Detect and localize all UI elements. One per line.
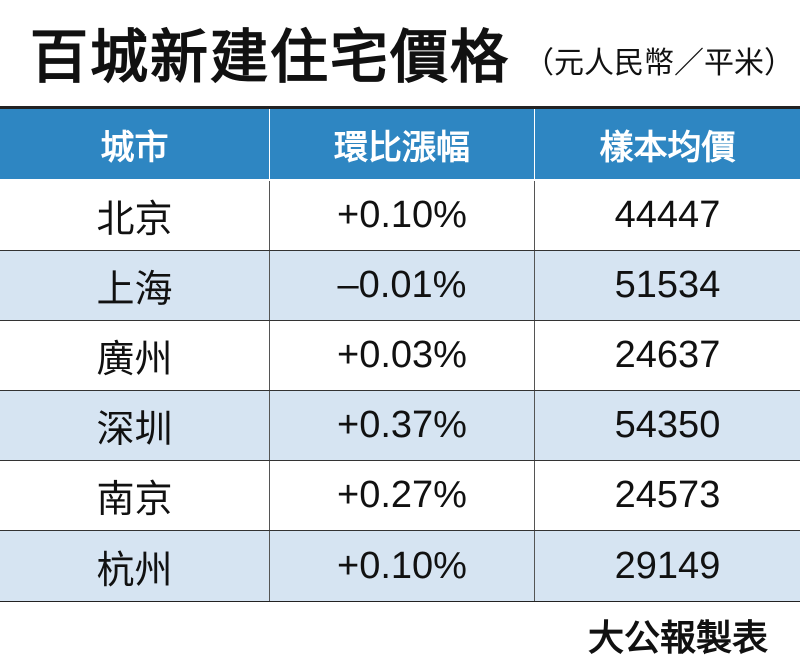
price-cell: 44447	[614, 194, 721, 236]
city-cell: 南京	[0, 461, 270, 530]
unit-label: （元人民幣／平米）	[524, 46, 795, 81]
change-cell: +0.27%	[270, 461, 535, 530]
price-cell: 24573	[614, 474, 721, 516]
table-row: 廣州 +0.03% 24637	[0, 321, 800, 391]
price-cell: 24637	[614, 334, 721, 376]
header-change: 環比漲幅	[270, 109, 535, 179]
change-cell: +0.10%	[270, 531, 535, 601]
change-cell: +0.37%	[270, 391, 535, 460]
price-table: 城市 環比漲幅 樣本均價 北京 +0.10% 44447 上海 –0.01% 51534 廣…	[0, 106, 800, 602]
change-cell: +0.03%	[270, 321, 535, 390]
city-cell: 北京	[0, 181, 270, 250]
change-cell: +0.10%	[270, 181, 535, 250]
city-cell: 廣州	[0, 321, 270, 390]
table-row: 上海 –0.01% 51534	[0, 251, 800, 321]
credit-label: 大公報製表	[587, 618, 768, 659]
change-cell: –0.01%	[270, 251, 535, 320]
city-cell: 深圳	[0, 391, 270, 460]
table-row: 北京 +0.10% 44447	[0, 181, 800, 251]
table-row: 杭州 +0.10% 29149	[0, 531, 800, 601]
header-city: 城市	[0, 109, 270, 179]
table-header: 城市 環比漲幅 樣本均價	[0, 109, 800, 181]
chart-title: 百城新建住宅價格	[30, 23, 511, 91]
title-row: 百城新建住宅價格 （元人民幣／平米）	[30, 12, 794, 102]
city-cell: 上海	[0, 251, 270, 320]
table-row: 南京 +0.27% 24573	[0, 461, 800, 531]
table-body: 北京 +0.10% 44447 上海 –0.01% 51534 廣州 +0.03% 24637 深…	[0, 181, 800, 601]
table-row: 深圳 +0.37% 54350	[0, 391, 800, 461]
price-cell: 51534	[614, 264, 721, 306]
header-price: 樣本均價	[599, 127, 736, 168]
city-cell: 杭州	[0, 531, 270, 601]
price-cell: 29149	[614, 544, 721, 587]
price-cell: 54350	[614, 404, 721, 446]
